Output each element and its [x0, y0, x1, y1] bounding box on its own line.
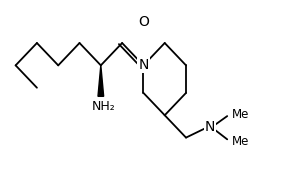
Text: NH₂: NH₂	[92, 100, 116, 113]
Text: N: N	[138, 58, 149, 72]
Polygon shape	[98, 65, 104, 96]
Text: N: N	[205, 120, 215, 134]
Text: O: O	[138, 15, 149, 29]
Text: Me: Me	[231, 108, 249, 121]
Text: Me: Me	[231, 135, 249, 148]
